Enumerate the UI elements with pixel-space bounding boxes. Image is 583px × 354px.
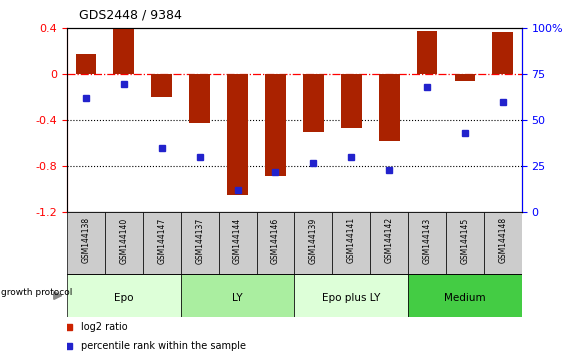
Bar: [219, 212, 257, 274]
Bar: [257, 212, 294, 274]
Text: GSM144139: GSM144139: [309, 217, 318, 264]
Bar: [417, 31, 437, 74]
Bar: [105, 212, 143, 274]
Bar: [370, 212, 408, 274]
Text: GSM144140: GSM144140: [120, 217, 128, 264]
Text: GSM144142: GSM144142: [385, 217, 394, 263]
Text: GSM144143: GSM144143: [423, 217, 431, 264]
Bar: [379, 74, 399, 141]
Bar: [408, 212, 446, 274]
Bar: [227, 74, 248, 195]
Text: LY: LY: [232, 293, 243, 303]
Text: GSM144138: GSM144138: [82, 217, 90, 263]
Text: Medium: Medium: [444, 293, 486, 303]
Bar: [294, 274, 408, 317]
Bar: [294, 212, 332, 274]
Bar: [484, 212, 522, 274]
Bar: [303, 74, 324, 132]
Bar: [181, 212, 219, 274]
Text: Epo plus LY: Epo plus LY: [322, 293, 381, 303]
Bar: [493, 32, 513, 74]
Text: GSM144148: GSM144148: [498, 217, 507, 263]
Bar: [152, 74, 172, 97]
Bar: [67, 274, 181, 317]
Bar: [332, 212, 370, 274]
Bar: [455, 74, 475, 81]
Bar: [189, 74, 210, 123]
Bar: [181, 274, 294, 317]
Text: GSM144146: GSM144146: [271, 217, 280, 264]
Text: GSM144137: GSM144137: [195, 217, 204, 264]
Text: GDS2448 / 9384: GDS2448 / 9384: [79, 8, 181, 21]
Bar: [143, 212, 181, 274]
Bar: [265, 74, 286, 176]
Bar: [341, 74, 361, 129]
Bar: [408, 274, 522, 317]
Text: log2 ratio: log2 ratio: [80, 322, 127, 332]
Bar: [446, 212, 484, 274]
Text: Epo: Epo: [114, 293, 134, 303]
Bar: [76, 54, 96, 74]
Text: GSM144147: GSM144147: [157, 217, 166, 264]
Text: growth protocol: growth protocol: [1, 287, 72, 297]
Bar: [67, 212, 105, 274]
Text: GSM144141: GSM144141: [347, 217, 356, 263]
Text: GSM144145: GSM144145: [461, 217, 469, 264]
Bar: [114, 29, 134, 74]
Text: GSM144144: GSM144144: [233, 217, 242, 264]
Text: percentile rank within the sample: percentile rank within the sample: [80, 341, 245, 351]
